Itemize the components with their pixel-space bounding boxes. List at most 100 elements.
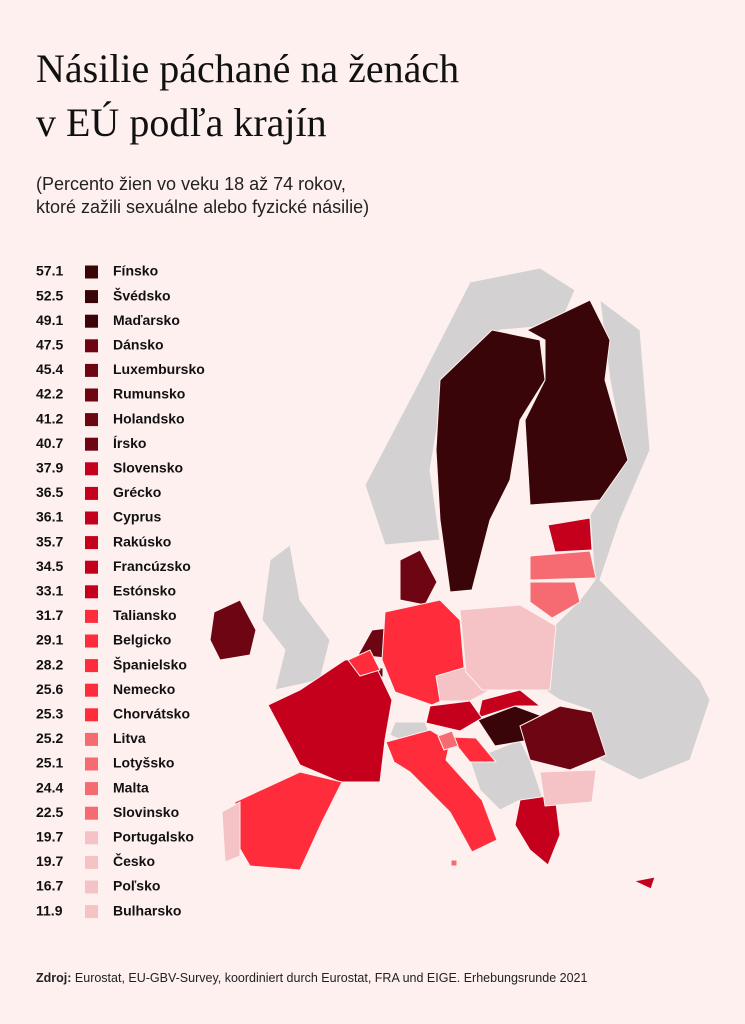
legend-value: 24.4 bbox=[36, 779, 63, 795]
legend-country: Francúzsko bbox=[113, 558, 191, 574]
legend-country: Portugalsko bbox=[113, 829, 194, 845]
legend-swatch bbox=[85, 560, 98, 574]
country bbox=[347, 649, 381, 677]
legend-value: 19.7 bbox=[36, 853, 63, 869]
subtitle: ktoré zažili sexuálne alebo fyzické nási… bbox=[36, 197, 369, 217]
legend-swatch bbox=[85, 855, 98, 869]
legend-swatch bbox=[85, 585, 98, 599]
legend-swatch bbox=[85, 413, 98, 427]
legend-country: Írsko bbox=[113, 435, 146, 451]
legend: 57.1 Fínsko 52.5 Švédsko 49.1 Maďarsko 47.5 Dán… bbox=[36, 263, 205, 919]
legend-swatch bbox=[85, 437, 98, 451]
legend-swatch bbox=[85, 314, 98, 328]
country bbox=[450, 859, 458, 867]
eu-map bbox=[209, 299, 656, 890]
country bbox=[459, 604, 557, 691]
legend-value: 49.1 bbox=[36, 312, 63, 328]
legend-country: Estónsko bbox=[113, 583, 176, 599]
legend-value: 45.4 bbox=[36, 361, 63, 377]
title: Násilie páchané na ženách bbox=[36, 46, 459, 91]
legend-swatch bbox=[85, 363, 98, 377]
legend-country: Poľsko bbox=[113, 878, 160, 894]
country bbox=[399, 549, 438, 606]
legend-swatch bbox=[85, 290, 98, 304]
legend-country: Maďarsko bbox=[113, 312, 180, 328]
country bbox=[448, 736, 498, 763]
legend-country: Slovinsko bbox=[113, 804, 179, 820]
legend-swatch bbox=[85, 609, 98, 623]
legend-swatch bbox=[85, 782, 98, 796]
legend-swatch bbox=[85, 732, 98, 746]
country bbox=[437, 730, 459, 751]
legend-country: Švédsko bbox=[113, 286, 171, 303]
legend-value: 11.9 bbox=[36, 902, 63, 918]
legend-swatch bbox=[85, 486, 98, 500]
legend-value: 37.9 bbox=[36, 460, 63, 476]
legend-value: 25.1 bbox=[36, 755, 63, 771]
legend-country: Rumunsko bbox=[113, 386, 185, 402]
legend-value: 22.5 bbox=[36, 804, 63, 820]
legend-value: 25.3 bbox=[36, 706, 63, 722]
legend-swatch bbox=[85, 265, 98, 279]
legend-country: Luxembursko bbox=[113, 361, 205, 377]
legend-country: Rakúsko bbox=[113, 533, 171, 549]
legend-country: Česko bbox=[113, 852, 155, 869]
legend-swatch bbox=[85, 806, 98, 820]
legend-value: 33.1 bbox=[36, 583, 63, 599]
legend-value: 35.7 bbox=[36, 533, 63, 549]
country bbox=[425, 700, 483, 732]
legend-country: Grécko bbox=[113, 484, 161, 500]
legend-value: 28.2 bbox=[36, 656, 63, 672]
legend-swatch bbox=[85, 659, 98, 673]
legend-country: Taliansko bbox=[113, 607, 177, 623]
legend-value: 36.5 bbox=[36, 484, 63, 500]
legend-value: 36.1 bbox=[36, 509, 63, 525]
legend-value: 40.7 bbox=[36, 435, 63, 451]
legend-swatch bbox=[85, 683, 98, 697]
legend-value: 25.2 bbox=[36, 730, 63, 746]
legend-value: 25.6 bbox=[36, 681, 63, 697]
legend-country: Nemecko bbox=[113, 681, 175, 697]
legend-value: 29.1 bbox=[36, 632, 63, 648]
legend-country: Slovensko bbox=[113, 460, 183, 476]
country bbox=[547, 517, 593, 553]
legend-value: 42.2 bbox=[36, 386, 63, 402]
legend-country: Lotyšsko bbox=[113, 755, 174, 771]
legend-country: Dánsko bbox=[113, 337, 164, 353]
legend-swatch bbox=[85, 388, 98, 402]
legend-swatch bbox=[85, 634, 98, 648]
legend-value: 34.5 bbox=[36, 558, 63, 574]
legend-value: 52.5 bbox=[36, 287, 63, 303]
legend-swatch bbox=[85, 511, 98, 525]
legend-country: Fínsko bbox=[113, 263, 158, 279]
legend-value: 16.7 bbox=[36, 878, 63, 894]
legend-value: 19.7 bbox=[36, 829, 63, 845]
legend-country: Belgicko bbox=[113, 632, 171, 648]
country bbox=[519, 705, 607, 771]
country bbox=[435, 329, 546, 593]
legend-swatch bbox=[85, 757, 98, 771]
legend-country: Malta bbox=[113, 779, 149, 795]
legend-value: 31.7 bbox=[36, 607, 63, 623]
legend-value: 41.2 bbox=[36, 410, 63, 426]
title: v EÚ podľa krajín bbox=[36, 100, 327, 145]
legend-country: Bulharsko bbox=[113, 902, 181, 918]
legend-swatch bbox=[85, 708, 98, 722]
source: Zdroj: Eurostat, EU-GBV-Survey, koordini… bbox=[36, 971, 587, 985]
country bbox=[209, 599, 257, 661]
legend-swatch bbox=[85, 880, 98, 894]
legend-country: Litva bbox=[113, 730, 146, 746]
country bbox=[632, 876, 656, 890]
subtitle: (Percento žien vo veku 18 až 74 rokov, bbox=[36, 174, 346, 194]
country bbox=[234, 771, 343, 871]
country bbox=[539, 769, 597, 807]
legend-value: 57.1 bbox=[36, 263, 63, 279]
country bbox=[524, 299, 629, 506]
legend-country: Holandsko bbox=[113, 410, 185, 426]
legend-country: Španielsko bbox=[113, 655, 187, 672]
legend-swatch bbox=[85, 905, 98, 919]
legend-country: Chorvátsko bbox=[113, 706, 190, 722]
legend-swatch bbox=[85, 831, 98, 845]
